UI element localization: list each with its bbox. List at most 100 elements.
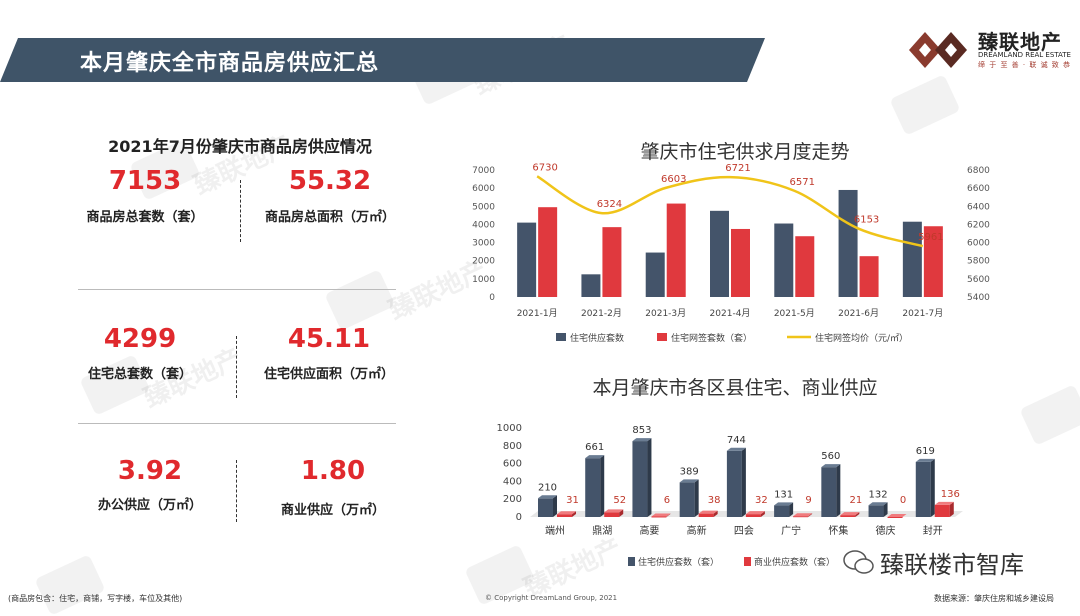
signed-bar: [731, 228, 750, 297]
logo-slogan: 缔 于 至 善 · 联 诚 致 恭: [978, 61, 1072, 69]
y-tick-label-left: 3000: [472, 239, 495, 249]
residential-data-label: 661: [585, 442, 604, 453]
x-tick-label: 高要: [639, 524, 659, 537]
district-bar-side: [789, 502, 794, 517]
legend-swatch-supply: [556, 333, 566, 341]
district-bar-top: [793, 513, 813, 517]
price-line: [536, 175, 924, 248]
y-tick-label: 400: [503, 476, 522, 487]
signed-bar: [795, 236, 815, 297]
watermark-logo-shape: [889, 74, 961, 136]
x-tick-label: 2021-1月: [517, 308, 558, 319]
wechat-account-name: 臻联楼市智库: [880, 551, 1024, 579]
y-tick-label-right: 5400: [967, 293, 990, 303]
price-data-label: 6153: [854, 215, 879, 226]
x-tick-label: 广宁: [781, 524, 801, 537]
price-data-label: 5961: [918, 232, 943, 243]
x-tick-label: 德庆: [876, 524, 896, 537]
page-title: 本月肇庆全市商品房供应汇总: [80, 51, 380, 76]
title-banner: [0, 38, 765, 82]
y-tick-label-left: 5000: [472, 202, 495, 212]
residential-data-label: 389: [680, 466, 699, 477]
district-bar-side: [619, 509, 624, 517]
district-bar: [793, 516, 809, 518]
y-tick-label: 1000: [497, 423, 522, 434]
residential-data-label: 853: [632, 425, 651, 436]
divider: [236, 460, 237, 522]
signed-bar: [666, 203, 686, 297]
district-bar-side: [883, 502, 888, 517]
district-bar: [887, 517, 903, 518]
y-tick-label-left: 6000: [472, 184, 495, 194]
chart-title: 本月肇庆市各区县住宅、商业供应: [592, 377, 878, 399]
logo-english-name: DREAMLAND REAL ESTATE: [978, 51, 1071, 59]
commercial-data-label: 0: [900, 495, 906, 506]
stat-value: 7153: [108, 166, 182, 196]
district-bar-top: [632, 438, 652, 442]
legend-label: 住宅网签均价（元/㎡）: [815, 332, 908, 344]
supply-bar: [774, 223, 794, 297]
y-tick-label-right: 6200: [967, 220, 990, 230]
x-tick-label: 2021-6月: [838, 308, 879, 319]
x-tick-label: 高新: [687, 524, 707, 537]
residential-data-label: 131: [774, 489, 793, 500]
stat-label: 商品房总面积（万㎡）: [264, 210, 395, 225]
supply-bar: [645, 252, 665, 297]
y-tick-label: 200: [503, 494, 522, 505]
company-logo: [909, 32, 967, 68]
y-tick-label-right: 5800: [967, 257, 990, 267]
y-tick-label: 600: [503, 459, 522, 470]
watermark-logo-shape: [1019, 384, 1080, 446]
district-bar-top: [698, 510, 718, 514]
legend-label: 住宅供应套数: [570, 332, 624, 344]
y-tick-label-right: 6800: [967, 166, 990, 176]
divider: [78, 289, 396, 290]
price-data-label: 6571: [790, 177, 815, 188]
commercial-data-label: 9: [805, 495, 811, 506]
district-bar: [632, 441, 648, 517]
x-tick-label: 2021-7月: [902, 308, 943, 319]
district-bar: [821, 467, 837, 517]
district-bar: [679, 482, 695, 517]
legend-label: 住宅供应套数（套）: [638, 556, 719, 568]
district-bar-top: [915, 458, 935, 462]
residential-data-label: 132: [869, 489, 888, 500]
price-data-label: 6324: [597, 199, 622, 210]
x-tick-label: 2021-5月: [774, 308, 815, 319]
footnote: (商品房包含：住宅，商铺，写字楼，车位及其他): [8, 594, 183, 603]
district-bar-top: [774, 502, 794, 506]
stats-title: 2021年7月份肇庆市商品房供应情况: [108, 137, 372, 156]
residential-data-label: 210: [538, 482, 557, 493]
district-bar-top: [679, 479, 699, 483]
district-bar-side: [902, 514, 907, 517]
district-bar: [651, 516, 667, 518]
district-bar: [868, 505, 884, 517]
commercial-data-label: 136: [941, 489, 960, 500]
district-bar: [698, 513, 714, 517]
price-data-label: 6721: [725, 163, 750, 174]
district-bar-side: [694, 479, 699, 517]
district-bar-top: [585, 455, 605, 459]
divider: [78, 423, 396, 424]
district-bar-top: [538, 495, 557, 499]
district-bar-side: [572, 511, 576, 517]
signed-bar: [602, 227, 622, 297]
district-bar-side: [666, 513, 671, 517]
district-bar-side: [553, 495, 557, 517]
legend-swatch-commercial: [744, 557, 751, 566]
logo-name: 臻联地产: [978, 30, 1062, 54]
data-source: 数据来源：肇庆住房和城乡建设局: [934, 594, 1054, 603]
district-bar-side: [600, 455, 605, 517]
commercial-data-label: 38: [708, 495, 721, 506]
stat-label: 商业供应（万㎡）: [280, 503, 385, 518]
y-tick-label-right: 6000: [967, 239, 990, 249]
supply-bar: [710, 210, 729, 297]
commercial-data-label: 6: [664, 495, 670, 506]
price-data-label: 6603: [661, 174, 686, 185]
stat-value: 3.92: [117, 456, 183, 486]
district-bar-top: [651, 513, 671, 517]
district-bar-top: [726, 447, 746, 451]
district-bar: [774, 505, 790, 517]
district-bar: [934, 504, 950, 517]
district-bar: [585, 458, 601, 517]
